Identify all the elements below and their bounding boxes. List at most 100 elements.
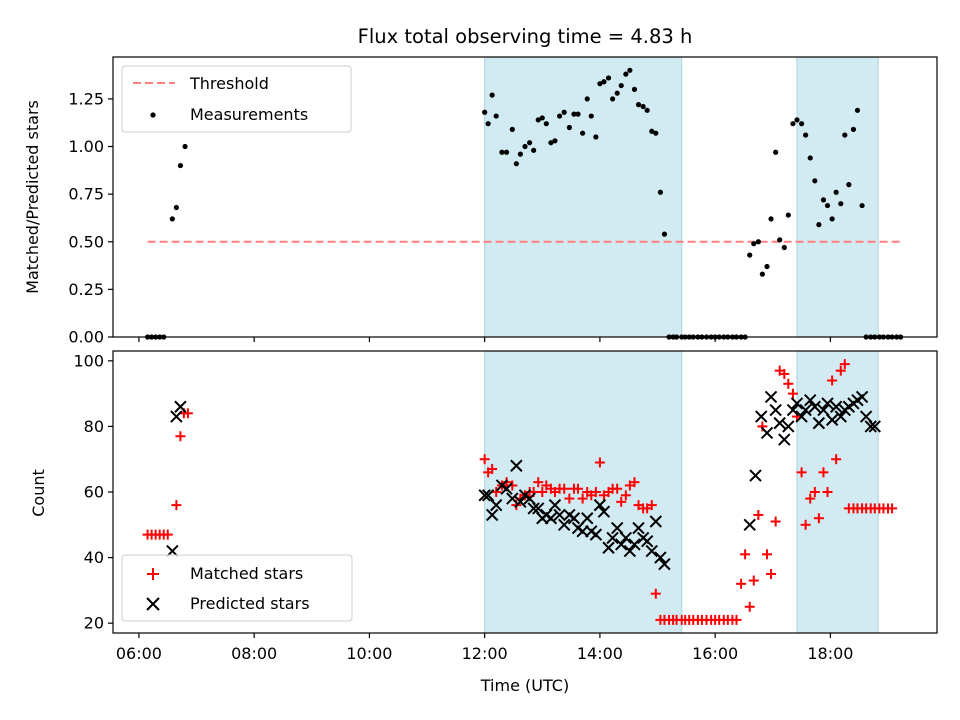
measurement-point: [812, 178, 818, 184]
predicted-star-marker: [855, 390, 869, 404]
predicted-star-marker: [553, 508, 566, 522]
predicted-star-marker: [764, 390, 778, 404]
measurement-point: [627, 67, 633, 73]
predicted-star-marker: [812, 416, 826, 430]
measurement-point: [499, 149, 505, 155]
measurement-point: [482, 109, 488, 115]
predicted-star-marker: [478, 489, 491, 502]
measurement-point: [807, 155, 813, 161]
matched-star-marker: [822, 487, 833, 497]
predicted-star-marker: [632, 521, 645, 535]
measurement-point: [493, 113, 499, 119]
measurement-point: [790, 121, 796, 127]
predicted-star-marker: [795, 410, 808, 423]
measurement-point: [661, 231, 668, 237]
measurement-point: [556, 113, 563, 119]
matched-star-marker: [762, 549, 773, 560]
top-y-ticks: 0.00 0.25 0.50 0.75 1.00 1.25: [68, 89, 113, 347]
top-y-axis-label: Matched/Predicted stars: [23, 100, 42, 294]
matched-star-marker: [753, 509, 764, 520]
measurement-point: [605, 75, 612, 81]
measurement-point: [489, 92, 495, 98]
matched-star-marker: [740, 549, 751, 560]
measurement-point: [601, 79, 607, 85]
measurement-point: [859, 202, 865, 209]
measurement-point: [820, 197, 827, 203]
x-tick-label: 12:00: [462, 644, 508, 663]
predicted-star-marker: [557, 518, 571, 531]
matched-star-marker: [533, 477, 544, 488]
measurement-point: [177, 162, 184, 169]
measurement-point: [173, 204, 179, 211]
measurement-point: [513, 161, 519, 167]
matched-star-marker: [594, 457, 605, 468]
predicted-star-marker: [808, 400, 822, 413]
measurement-point: [833, 189, 839, 195]
y-tick-label: 0.25: [68, 280, 104, 299]
x-tick-label: 18:00: [807, 644, 853, 663]
legend-matched-swatch: [147, 568, 159, 580]
matched-star-marker: [809, 487, 820, 497]
bottom-panel-counts: 20 40 60 80 100 06:00 08:00 10:00 12:00 14:00 16:…: [29, 350, 938, 695]
measurement-point: [850, 126, 857, 132]
matched-star-marker: [171, 500, 182, 511]
predicted-star-marker: [829, 400, 843, 413]
matched-star-marker: [736, 578, 747, 589]
x-tick-label: 10:00: [346, 644, 392, 663]
measurement-point: [580, 130, 586, 136]
predicted-star-marker: [514, 495, 527, 509]
legend-threshold-label: Threshold: [189, 74, 269, 93]
measurement-point: [548, 140, 554, 146]
measurement-point: [829, 216, 835, 222]
measurement-point: [649, 128, 655, 134]
measurement-point: [773, 149, 779, 155]
matched-star-marker: [182, 408, 193, 419]
predicted-star-marker: [760, 426, 774, 440]
matched-star-marker: [616, 496, 627, 507]
matched-star-marker: [770, 516, 781, 527]
matched-star-marker: [559, 483, 570, 494]
predicted-star-marker: [804, 393, 817, 407]
measurement-point: [623, 71, 629, 77]
measurement-point: [631, 86, 638, 92]
predicted-star-marker: [510, 459, 523, 472]
predicted-star-marker: [481, 489, 495, 502]
measurement-point: [764, 263, 770, 270]
bottom-y-ticks: 20 40 60 80 100: [73, 351, 113, 633]
y-tick-label: 100: [73, 351, 104, 370]
matched-star-marker: [564, 493, 575, 504]
matched-star-marker: [731, 614, 742, 625]
matched-star-marker: [796, 467, 807, 478]
predicted-star-marker: [610, 521, 624, 535]
matched-stars-points: [142, 359, 898, 625]
matched-star-marker: [805, 493, 816, 504]
matched-star-marker: [783, 378, 794, 389]
top-axes-frame: [112, 56, 938, 338]
top-panel-ratio: 0.00 0.25 0.50 0.75 1.00 1.25 Flux total obse…: [23, 25, 938, 347]
measurement-point: [759, 271, 766, 277]
predicted-stars-points: [166, 390, 881, 571]
predicted-star-marker: [170, 410, 183, 423]
bottom-y-axis-label: Count: [29, 469, 48, 517]
measurement-point: [747, 252, 753, 258]
bottom-shaded-intervals: [484, 350, 879, 634]
matched-star-marker: [537, 487, 548, 497]
top-legend-box: [121, 65, 352, 133]
measurement-point: [785, 212, 791, 218]
bottom-legend-box: [121, 554, 353, 622]
predicted-star-marker: [527, 502, 540, 515]
predicted-star-marker: [523, 492, 536, 505]
matched-star-marker: [779, 368, 790, 379]
measurement-point: [517, 151, 523, 157]
predicted-star-marker: [640, 534, 654, 548]
matched-star-marker: [744, 601, 755, 612]
matched-star-marker: [827, 375, 838, 386]
predicted-star-marker: [654, 551, 667, 564]
predicted-star-marker: [769, 403, 782, 417]
x-axis-label: Time (UTC): [480, 676, 569, 695]
shaded-interval-2: [796, 56, 879, 338]
predicted-star-marker: [602, 541, 615, 554]
matched-star-marker: [800, 519, 811, 530]
legend-matched-label: Matched stars: [190, 564, 303, 583]
predicted-star-marker: [799, 403, 812, 417]
